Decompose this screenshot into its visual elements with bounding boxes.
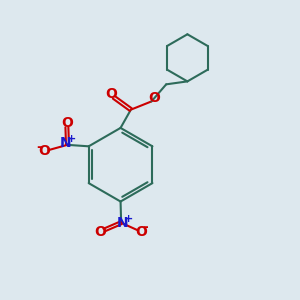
Text: O: O [94,225,106,239]
Text: O: O [135,225,147,239]
Text: N: N [60,136,72,150]
Text: O: O [61,116,73,130]
Text: O: O [38,144,50,158]
Text: O: O [105,87,117,101]
Text: -: - [37,140,42,154]
Text: N: N [117,216,129,230]
Text: +: + [124,214,134,224]
Text: O: O [148,91,160,105]
Text: +: + [67,134,76,144]
Text: -: - [143,220,148,234]
